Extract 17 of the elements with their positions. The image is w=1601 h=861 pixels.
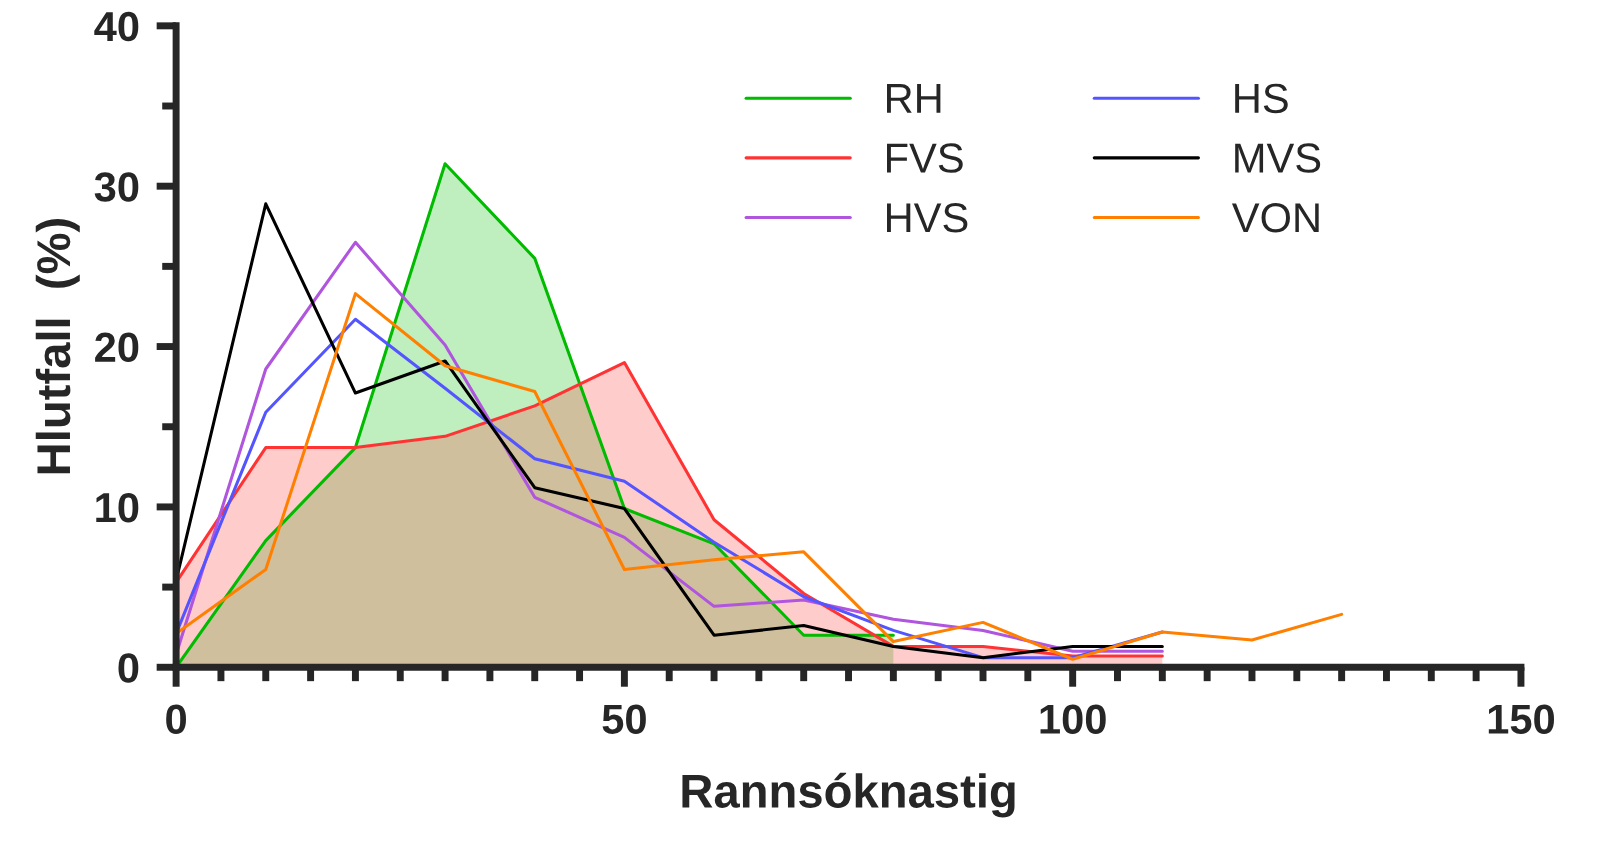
legend-label: MVS bbox=[1235, 143, 1321, 173]
x-axis-title: Rannsóknastig bbox=[682, 772, 1015, 818]
y-axis-title: Hlutfall (%) bbox=[35, 219, 80, 474]
x-tick-label: 150 bbox=[1488, 704, 1555, 734]
x-tick-label: 100 bbox=[1040, 704, 1106, 734]
legend-label: RH bbox=[887, 84, 941, 113]
x-tick-label: 0 bbox=[166, 704, 186, 734]
y-tick-label: 10 bbox=[96, 492, 139, 523]
y-tick-label: 40 bbox=[94, 11, 139, 42]
y-tick-label: 20 bbox=[95, 332, 139, 363]
y-tick-label: 30 bbox=[94, 172, 139, 202]
legend-label: HS bbox=[1235, 83, 1288, 114]
x-tick-label: 50 bbox=[602, 704, 646, 734]
legend-label: VON bbox=[1231, 203, 1319, 233]
legend-label: FVS bbox=[887, 143, 963, 173]
legend-label: HVS bbox=[887, 203, 968, 233]
y-tick-label: 0 bbox=[118, 653, 139, 683]
